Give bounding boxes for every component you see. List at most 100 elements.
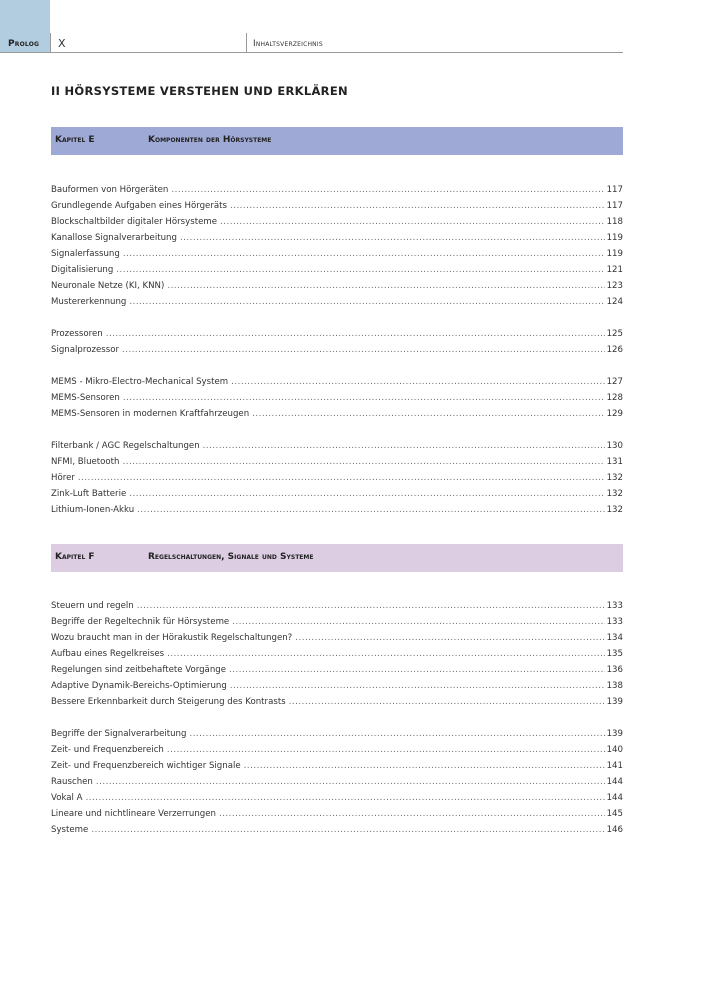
toc-group: MEMS - Mikro-Electro-Mechanical System 12… xyxy=(51,374,623,422)
entry-page: 139 xyxy=(606,697,623,707)
entry-title: Zeit- und Frequenzbereich xyxy=(51,745,164,755)
toc-entry[interactable]: Bessere Erkennbarkeit durch Steigerung d… xyxy=(51,694,623,710)
dot-leader xyxy=(289,694,605,710)
entry-title: Systeme xyxy=(51,825,89,835)
entry-page: 117 xyxy=(606,201,623,211)
entry-page: 128 xyxy=(606,393,623,403)
entry-page: 119 xyxy=(606,233,623,243)
toc-entry[interactable]: Mustererkennung 124 xyxy=(51,294,623,310)
entry-page: 132 xyxy=(606,505,623,515)
header-rule xyxy=(0,52,623,53)
entry-page: 144 xyxy=(606,777,623,787)
toc-entry[interactable]: Grundlegende Aufgaben eines Hörgeräts 117 xyxy=(51,198,623,214)
dot-leader xyxy=(180,230,605,246)
chapter-title: Komponenten der Hörsysteme xyxy=(148,135,272,145)
toc-entry[interactable]: Filterbank / AGC Regelschaltungen 130 xyxy=(51,438,623,454)
entry-page: 126 xyxy=(606,345,623,355)
header-divider xyxy=(50,33,51,52)
toc-entry[interactable]: Prozessoren 125 xyxy=(51,326,623,342)
entry-page: 146 xyxy=(606,825,623,835)
entry-title: Rauschen xyxy=(51,777,93,787)
toc-entry[interactable]: Signalprozessor 126 xyxy=(51,342,623,358)
chapter-f-banner: Kapitel F Regelschaltungen, Signale und … xyxy=(51,544,623,572)
toc-group: Begriffe der Signalverarbeitung 139 Zeit- … xyxy=(51,726,623,838)
entry-page: 132 xyxy=(606,473,623,483)
toc-group: Steuern und regeln133Begriffe der Regelt… xyxy=(51,598,623,710)
toc-entry[interactable]: Neuronale Netze (KI, KNN) 123 xyxy=(51,278,623,294)
dot-leader xyxy=(220,214,605,230)
page-number: X xyxy=(58,37,66,50)
entry-title: NFMI, Bluetooth xyxy=(51,457,120,467)
toc-entry[interactable]: Begriffe der Signalverarbeitung 139 xyxy=(51,726,623,742)
toc-entry[interactable]: Systeme 146 xyxy=(51,822,623,838)
dot-leader xyxy=(86,790,605,806)
toc-entry[interactable]: Aufbau eines Regelkreises 135 xyxy=(51,646,623,662)
toc-entry[interactable]: Vokal A 144 xyxy=(51,790,623,806)
entry-title: Lithium-Ionen-Akku xyxy=(51,505,135,515)
dot-leader xyxy=(295,630,604,646)
dot-leader xyxy=(203,438,605,454)
entry-page: 132 xyxy=(606,489,623,499)
dot-leader xyxy=(116,262,604,278)
entry-title: Digitalisierung xyxy=(51,265,114,275)
toc-entry[interactable]: Lineare und nichtlineare Verzerrungen 145 xyxy=(51,806,623,822)
dot-leader xyxy=(123,390,605,406)
entry-title: Kanallose Signalverarbeitung xyxy=(51,233,177,243)
part-title: II HÖRSYSTEME VERSTEHEN UND ERKLÄREN xyxy=(51,84,348,98)
entry-page: 119 xyxy=(606,249,623,259)
header-divider xyxy=(246,33,247,52)
dot-leader xyxy=(129,486,604,502)
chapter-title: Regelschaltungen, Signale und Systeme xyxy=(148,552,314,562)
toc-entry[interactable]: Wozu braucht man in der Hörakustik Regel… xyxy=(51,630,623,646)
dot-leader xyxy=(230,678,605,694)
chapter-e-entries: Bauformen von Hörgeräten117Grundlegende … xyxy=(51,182,623,534)
toc-group: Filterbank / AGC Regelschaltungen 130 NFMI… xyxy=(51,438,623,518)
chapter-e-banner: Kapitel E Komponenten der Hörsysteme xyxy=(51,127,623,155)
toc-entry[interactable]: Kanallose Signalverarbeitung 119 xyxy=(51,230,623,246)
entry-page: 141 xyxy=(606,761,623,771)
chapter-f-entries: Steuern und regeln133Begriffe der Regelt… xyxy=(51,598,623,854)
toc-entry[interactable]: Regelungen sind zeitbehaftete Vorgänge 13… xyxy=(51,662,623,678)
dot-leader xyxy=(123,246,605,262)
toc-entry[interactable]: Zink-Luft Batterie 132 xyxy=(51,486,623,502)
dot-leader xyxy=(232,614,604,630)
entry-title: Filterbank / AGC Regelschaltungen xyxy=(51,441,200,451)
toc-entry[interactable]: MEMS-Sensoren in modernen Kraftfahrzeuge… xyxy=(51,406,623,422)
entry-title: Begriffe der Signalverarbeitung xyxy=(51,729,187,739)
entry-page: 118 xyxy=(606,217,623,227)
entry-page: 129 xyxy=(606,409,623,419)
entry-page: 133 xyxy=(606,601,623,611)
toc-entry[interactable]: Steuern und regeln 133 xyxy=(51,598,623,614)
entry-title: Zink-Luft Batterie xyxy=(51,489,127,499)
entry-title: Aufbau eines Regelkreises xyxy=(51,649,165,659)
entry-page: 140 xyxy=(606,745,623,755)
toc-entry[interactable]: Lithium-Ionen-Akku 132 xyxy=(51,502,623,518)
entry-title: Neuronale Netze (KI, KNN) xyxy=(51,281,165,291)
toc-entry[interactable]: Digitalisierung 121 xyxy=(51,262,623,278)
toc-entry[interactable]: MEMS-Sensoren 128 xyxy=(51,390,623,406)
entry-title: Hörer xyxy=(51,473,75,483)
entry-page: 131 xyxy=(606,457,623,467)
toc-entry[interactable]: MEMS - Mikro-Electro-Mechanical System 12… xyxy=(51,374,623,390)
entry-title: Signalprozessor xyxy=(51,345,119,355)
toc-entry[interactable]: Hörer 132 xyxy=(51,470,623,486)
toc-entry[interactable]: Zeit- und Frequenzbereich wichtiger Sign… xyxy=(51,758,623,774)
toc-entry[interactable]: NFMI, Bluetooth 131 xyxy=(51,454,623,470)
entry-page: 123 xyxy=(606,281,623,291)
toc-entry[interactable]: Zeit- und Frequenzbereich 140 xyxy=(51,742,623,758)
toc-entry[interactable]: Adaptive Dynamik-Bereichs-Optimierung 138 xyxy=(51,678,623,694)
toc-group: Prozessoren 125 Signalprozessor 126 xyxy=(51,326,623,358)
entry-page: 144 xyxy=(606,793,623,803)
dot-leader xyxy=(189,726,604,742)
chapter-label: Kapitel E xyxy=(55,135,95,145)
entry-title: Signalerfassung xyxy=(51,249,120,259)
toc-entry[interactable]: Signalerfassung 119 xyxy=(51,246,623,262)
entry-title: Blockschaltbilder digitaler Hörsysteme xyxy=(51,217,218,227)
toc-entry[interactable]: Begriffe der Regeltechnik für Hörsysteme… xyxy=(51,614,623,630)
toc-entry[interactable]: Blockschaltbilder digitaler Hörsysteme 11… xyxy=(51,214,623,230)
dot-leader xyxy=(167,646,604,662)
entry-page: 139 xyxy=(606,729,623,739)
entry-page: 145 xyxy=(606,809,623,819)
toc-entry[interactable]: Bauformen von Hörgeräten 117 xyxy=(51,182,623,198)
toc-entry[interactable]: Rauschen 144 xyxy=(51,774,623,790)
